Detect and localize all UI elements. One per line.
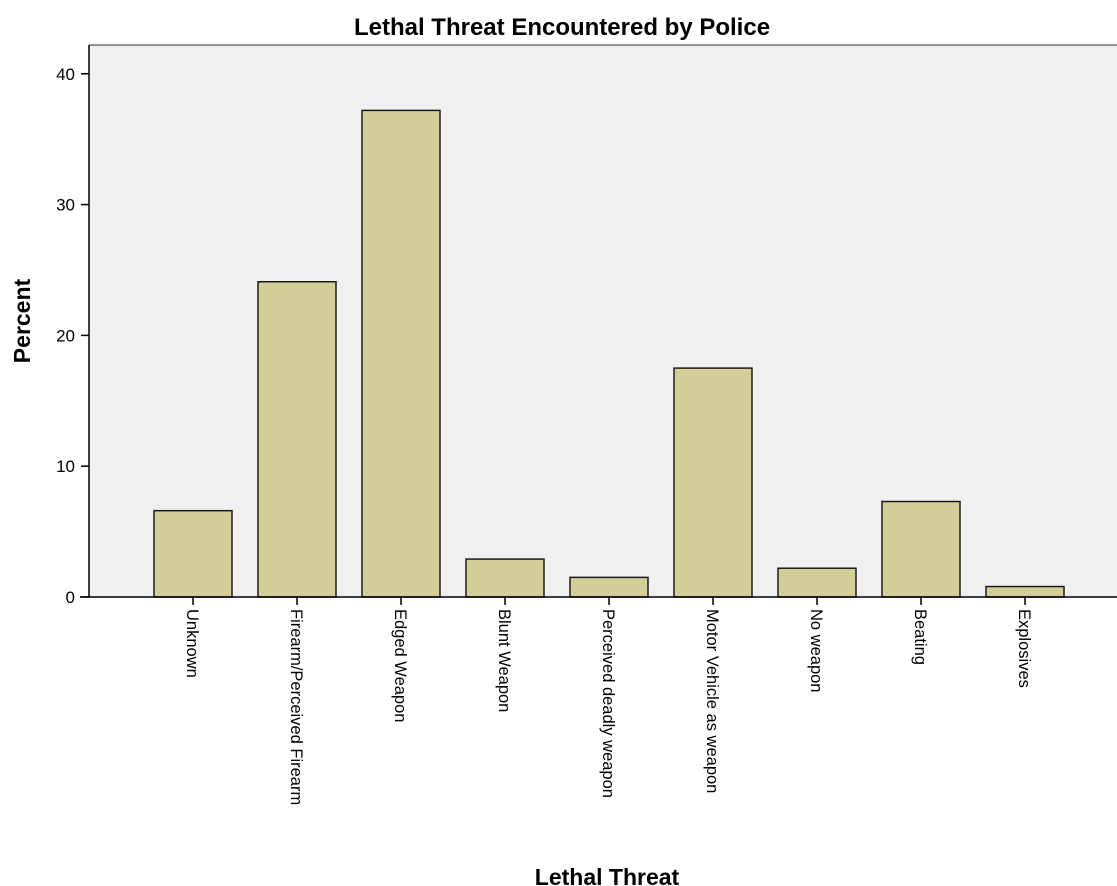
bar-5 — [673, 367, 753, 598]
x-tick-label: Beating — [911, 609, 929, 665]
y-tick-label: 30 — [56, 196, 75, 215]
bar-8 — [985, 585, 1065, 598]
x-tick-label: Unknown — [183, 609, 201, 678]
bar-3 — [465, 558, 545, 598]
y-ticks-group: 0 10 20 30 40 — [56, 65, 89, 607]
x-tick-label: No weapon — [807, 609, 825, 692]
bar-0 — [153, 509, 233, 598]
x-tick-label: Edged Weapon — [391, 609, 409, 722]
y-axis-label: Percent — [9, 278, 35, 363]
x-tick-label: Motor Vehicle as weapon — [703, 609, 721, 793]
bar-7 — [881, 500, 961, 598]
bar-6 — [777, 567, 857, 598]
y-tick-label: 10 — [56, 457, 75, 476]
x-tick-label: Blunt Weapon — [495, 609, 513, 712]
y-tick-label: 20 — [56, 326, 75, 345]
bar-2 — [361, 109, 441, 598]
bar-4 — [569, 576, 649, 598]
x-tick-label: Perceived deadly weapon — [599, 609, 617, 798]
x-tick-label: Firearm/Perceived Firearm — [287, 609, 305, 805]
y-tick-label: 0 — [66, 588, 75, 607]
y-tick-label: 40 — [56, 65, 75, 84]
bars-group — [153, 109, 1065, 598]
chart-title: Lethal Threat Encountered by Police — [354, 14, 770, 41]
bar-1 — [257, 281, 337, 598]
x-tick-label: Explosives — [1015, 609, 1033, 688]
x-tick-labels-group: Unknown Firearm/Perceived Firearm Edged We… — [183, 597, 1033, 805]
x-axis-label: Lethal Threat — [535, 864, 680, 886]
plot-area — [89, 45, 1117, 597]
